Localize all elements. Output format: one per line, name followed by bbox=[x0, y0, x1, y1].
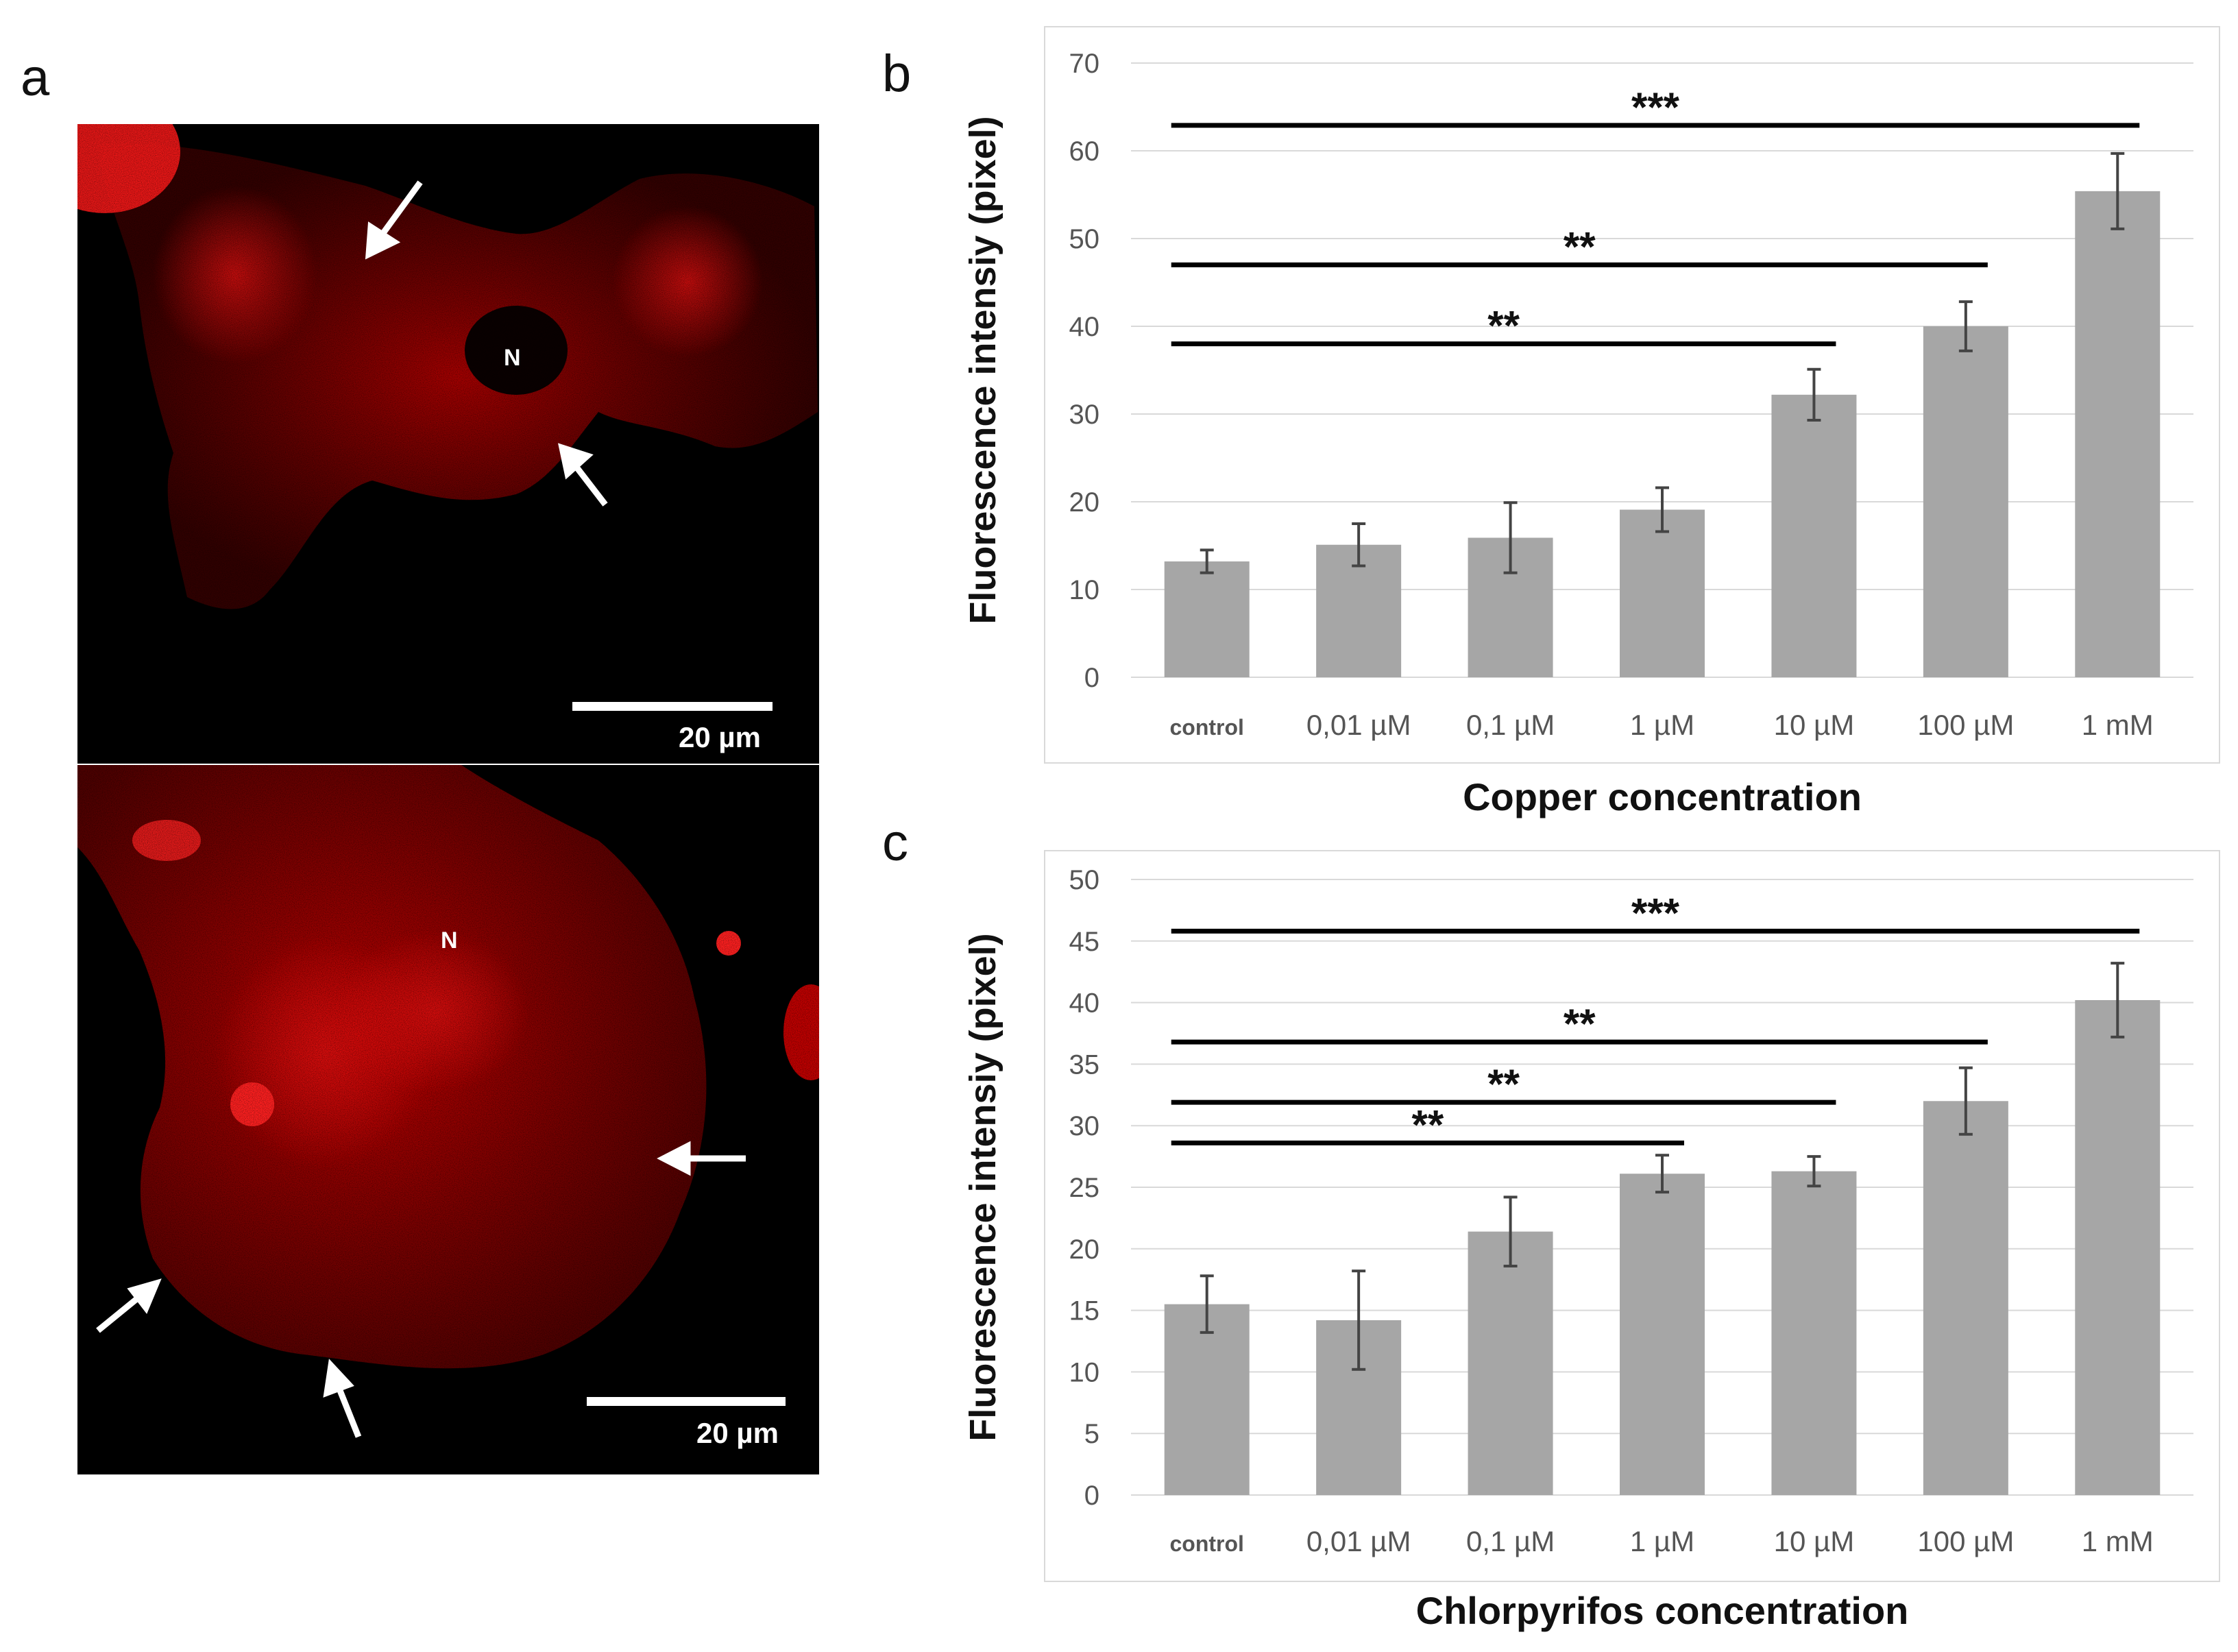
micrograph-top: N 20 µm bbox=[77, 124, 819, 764]
arrow-icon bbox=[323, 1359, 362, 1438]
panel-c-letter: c bbox=[882, 814, 908, 872]
arrow-icon bbox=[657, 1141, 746, 1176]
arrow-icon bbox=[96, 1278, 162, 1333]
micrograph-bottom: N 20 µm bbox=[77, 765, 819, 1474]
chart-c-frame bbox=[1044, 850, 2220, 1582]
y-axis-title: Fluorescence intensiy (pixel) bbox=[962, 933, 1004, 1441]
y-axis-title: Fluorescence intensiy (pixel) bbox=[962, 116, 1004, 624]
arrow-icon bbox=[365, 180, 423, 260]
nucleus-label: N bbox=[441, 927, 458, 953]
micrograph-bottom-image bbox=[77, 765, 819, 1474]
chart-b-xlabel: Copper concentration bbox=[1463, 775, 1862, 818]
chart-c-xlabel: Chlorpyrifos concentration bbox=[1415, 1589, 1909, 1632]
panel-a-letter: a bbox=[21, 49, 50, 107]
micrograph-top-image bbox=[77, 124, 819, 764]
scale-bar bbox=[587, 1397, 786, 1406]
chart-b-frame bbox=[1044, 26, 2220, 764]
arrow-icon bbox=[557, 443, 608, 507]
panel-b-letter: b bbox=[882, 45, 912, 103]
scale-label: 20 µm bbox=[696, 1417, 779, 1449]
scale-label: 20 µm bbox=[679, 721, 761, 753]
nucleus-label: N bbox=[504, 345, 521, 371]
scale-bar bbox=[572, 702, 773, 711]
